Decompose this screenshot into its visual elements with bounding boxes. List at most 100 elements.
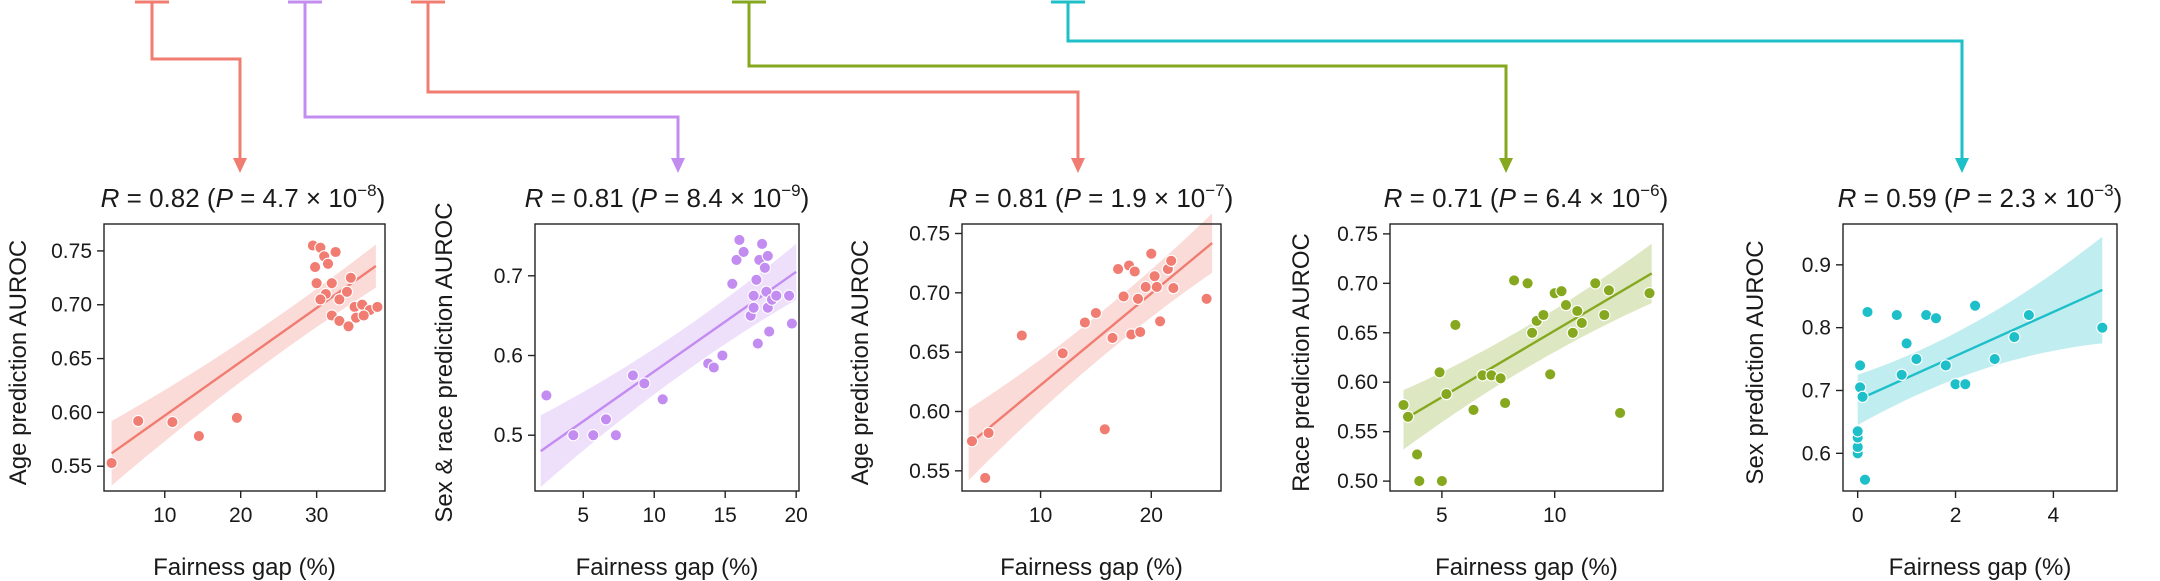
data-point	[1575, 316, 1588, 330]
data-point	[599, 413, 613, 426]
data-point	[1106, 331, 1119, 345]
y-tick-label: 0.55	[909, 460, 950, 483]
connector-4	[732, 0, 1513, 173]
panel-2: 5 10 15 20 0.5 0.6 0.7 Fairness gap (%) Sex & ra…	[431, 181, 809, 581]
data-point	[1401, 410, 1415, 423]
x-axis-label: Fairness gap (%)	[1000, 554, 1183, 581]
data-point	[737, 245, 750, 259]
data-point	[1861, 305, 1874, 319]
confidence-band	[540, 243, 797, 487]
confidence-band	[968, 213, 1213, 481]
data-point	[730, 253, 743, 267]
data-point	[308, 260, 322, 274]
x-tick-label: 10	[1029, 504, 1052, 527]
x-tick-label: 20	[229, 504, 252, 527]
y-tick-label: 0.6	[494, 345, 523, 368]
data-point	[1098, 423, 1111, 436]
data-point	[1559, 298, 1573, 312]
data-point	[1117, 290, 1130, 303]
x-axis-label: Fairness gap (%)	[576, 554, 759, 581]
y-tick-label: 0.5	[494, 424, 523, 447]
connector-arrowhead	[1499, 158, 1513, 173]
connector-1	[135, 0, 247, 173]
panel-title: R = 0.81 (P = 1.9 × 10−7)	[949, 181, 1234, 213]
data-point	[1433, 366, 1446, 379]
data-point	[371, 300, 384, 314]
x-axis-label: Fairness gap (%)	[1889, 554, 2072, 581]
x-axis-label: Fairness gap (%)	[153, 554, 336, 581]
panel-1: 10 20 30 0.55 0.60 0.65 0.70 0.75 Fairness gap (…	[5, 181, 386, 581]
data-point	[751, 337, 764, 350]
connector-path	[426, 2, 1080, 162]
data-point	[1134, 325, 1147, 339]
data-point	[1851, 425, 1864, 438]
data-point	[342, 320, 355, 333]
connector-2	[288, 0, 685, 173]
y-tick-label: 0.60	[51, 401, 92, 424]
x-tick-label: 2	[1950, 504, 1962, 527]
connector-path	[150, 2, 242, 162]
connector-3	[411, 0, 1085, 173]
data-point	[726, 277, 739, 290]
data-point	[2022, 308, 2036, 322]
data-point	[733, 233, 746, 247]
y-tick-label: 0.55	[51, 455, 92, 478]
data-point	[192, 429, 206, 443]
data-point	[1959, 378, 1972, 391]
data-point	[1467, 403, 1480, 417]
data-point	[626, 369, 640, 382]
panel-3: 10 20 0.55 0.60 0.65 0.70 0.75 Fairness gap (%)…	[847, 181, 1233, 581]
axes-frame	[534, 223, 800, 492]
data-point	[1525, 326, 1539, 339]
connector-arrowhead	[671, 158, 685, 173]
data-point	[166, 415, 179, 429]
connector-arrowhead	[1955, 158, 1969, 173]
confidence-band	[111, 244, 376, 486]
y-axis-label: Sex & race prediction AUROC	[431, 202, 458, 522]
data-point	[1413, 474, 1426, 488]
data-point	[1410, 448, 1424, 461]
data-point	[1015, 329, 1028, 342]
y-tick-label: 0.65	[1337, 322, 1378, 345]
x-tick-label: 10	[643, 504, 666, 527]
y-tick-label: 0.75	[51, 240, 92, 263]
x-tick-label: 20	[784, 504, 807, 527]
axes-frame	[1842, 223, 2118, 492]
data-point	[329, 245, 342, 259]
data-point	[1200, 292, 1213, 305]
y-tick-label: 0.7	[1802, 379, 1831, 402]
data-point	[707, 361, 720, 374]
data-point	[1571, 304, 1584, 318]
data-point	[1498, 396, 1512, 410]
x-tick-label: 5	[577, 504, 589, 527]
data-point	[587, 429, 600, 442]
y-axis-label: Race prediction AUROC	[1288, 233, 1315, 492]
data-point	[1148, 270, 1161, 283]
data-point	[1988, 352, 2001, 366]
data-point	[1555, 285, 1568, 298]
y-axis-label: Sex prediction AUROC	[1742, 240, 1769, 484]
data-point	[609, 429, 623, 442]
y-tick-label: 0.7	[494, 265, 523, 288]
y-tick-label: 0.55	[1337, 421, 1378, 444]
data-point	[750, 273, 763, 286]
panel-5: 0 2 4 0.6 0.7 0.8 0.9 Fairness gap (%) Sex predi…	[1742, 181, 2122, 581]
data-point	[1078, 316, 1092, 329]
x-tick-label: 10	[1543, 504, 1566, 527]
x-axis-label: Fairness gap (%)	[1435, 554, 1618, 581]
connector-lines	[135, 0, 1969, 173]
data-point	[333, 293, 346, 306]
data-point	[982, 426, 995, 440]
data-point	[333, 314, 346, 328]
data-point	[357, 309, 370, 322]
data-point	[1895, 368, 1908, 381]
data-point	[1449, 318, 1462, 332]
connector-path	[1066, 2, 1964, 162]
data-point	[314, 293, 327, 306]
data-point	[344, 271, 357, 284]
data-point	[540, 389, 553, 402]
data-point	[1111, 262, 1125, 276]
data-point	[1131, 292, 1145, 305]
data-point	[1397, 398, 1410, 412]
